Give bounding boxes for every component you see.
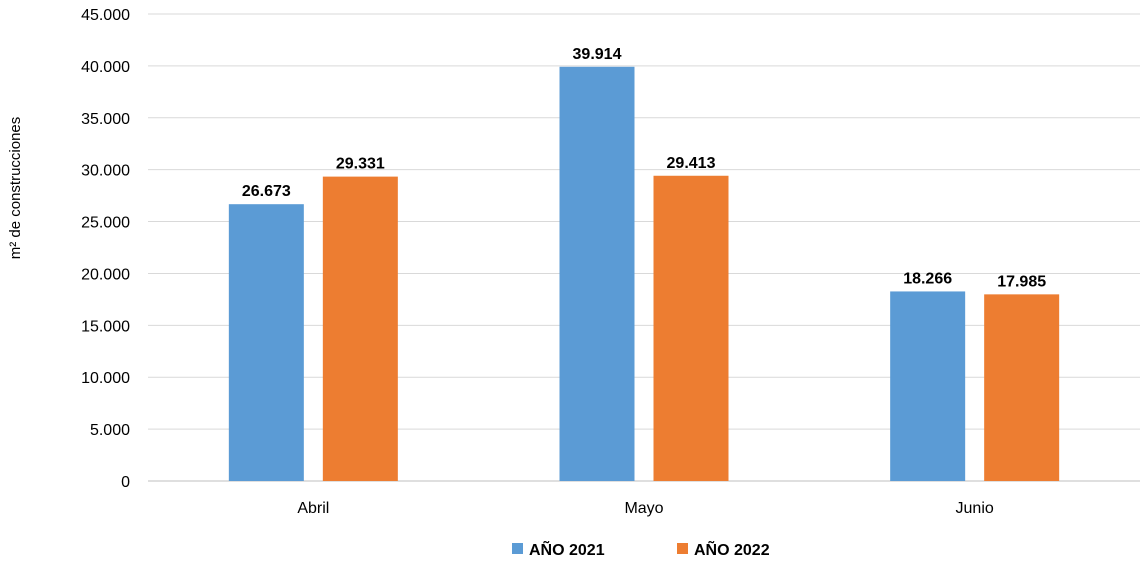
bar-a-o-2022-junio [984, 294, 1060, 481]
y-tick-label: 20.000 [81, 266, 130, 283]
bar-a-o-2021-junio [890, 291, 966, 481]
data-label: 39.914 [573, 46, 622, 63]
y-axis-ticks: 0 5.000 10.000 15.000 20.000 25.000 30.000 35.0… [81, 7, 130, 491]
data-label: 26.673 [242, 183, 291, 200]
y-tick-label: 5.000 [90, 422, 130, 439]
y-axis-label: m² de construcciones [7, 117, 24, 260]
gridlines [148, 13, 1140, 482]
y-tick-label: 25.000 [81, 215, 130, 232]
y-tick-label: 15.000 [81, 318, 130, 335]
legend-swatch [512, 543, 523, 554]
data-label: 29.331 [336, 156, 385, 173]
bars [228, 66, 1060, 482]
data-label: 17.985 [997, 273, 1046, 290]
legend-label: AÑO 2022 [694, 539, 770, 559]
y-tick-label: 30.000 [81, 163, 130, 180]
x-axis-categories: Abril Mayo Junio [297, 500, 994, 517]
legend-label: AÑO 2021 [529, 539, 605, 559]
y-tick-label: 45.000 [81, 7, 130, 24]
legend-swatch [677, 543, 688, 554]
x-category-label: Junio [956, 500, 994, 517]
legend: AÑO 2021 AÑO 2022 [512, 539, 770, 559]
y-tick-label: 0 [121, 474, 130, 491]
bar-a-o-2021-abril [228, 204, 304, 481]
y-tick-label: 35.000 [81, 111, 130, 128]
x-category-label: Abril [297, 500, 329, 517]
bar-a-o-2022-abril [322, 176, 398, 481]
data-label: 18.266 [903, 270, 952, 287]
bar-a-o-2021-mayo [559, 66, 635, 482]
x-category-label: Mayo [624, 500, 663, 517]
data-label: 29.413 [667, 155, 716, 172]
y-tick-label: 10.000 [81, 370, 130, 387]
data-labels: 26.673 29.331 39.914 29.413 18.266 17.985 [242, 46, 1046, 291]
y-tick-label: 40.000 [81, 59, 130, 76]
bar-a-o-2022-mayo [653, 175, 729, 481]
